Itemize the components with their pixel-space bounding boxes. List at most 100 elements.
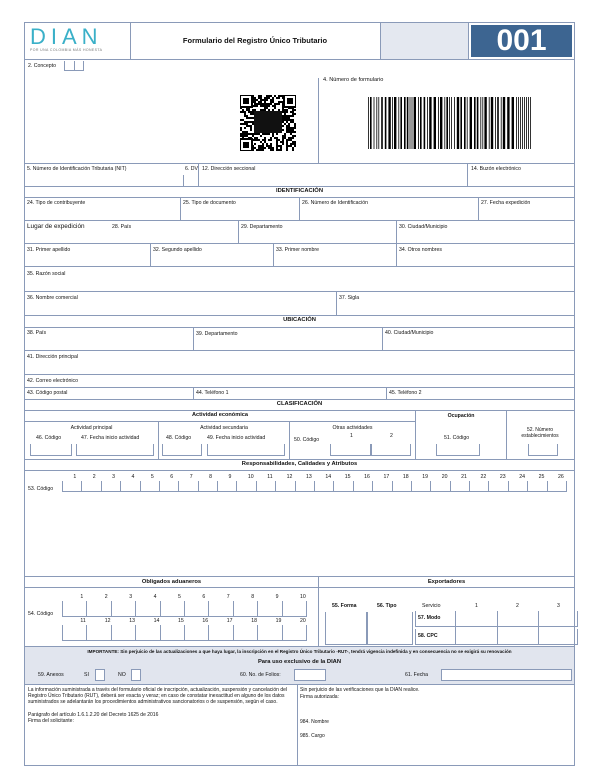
aduanero-code-field[interactable] [62, 625, 88, 641]
resp-code-field[interactable] [120, 481, 141, 492]
resp-code-field[interactable] [352, 481, 374, 492]
fecha-field[interactable] [441, 669, 572, 681]
qr-module [240, 133, 242, 135]
barcode-bar [480, 97, 482, 149]
resp-code-field[interactable] [197, 481, 219, 492]
barcode-bar [438, 97, 439, 149]
qr-module [278, 95, 280, 97]
resp-code-field[interactable] [488, 481, 509, 492]
anexos-no-checkbox[interactable] [131, 669, 141, 681]
qr-module [262, 143, 264, 145]
resp-code-field[interactable] [430, 481, 451, 492]
resp-code-field[interactable] [527, 481, 548, 492]
primer-apellido-label: 31. Primer apellido [27, 247, 71, 253]
aduanero-code-field[interactable] [110, 601, 137, 617]
departamento-label: 39. Departamento [196, 331, 238, 337]
barcode-bar [530, 97, 531, 149]
fecha49-field[interactable] [207, 444, 285, 456]
aduanero-code-field[interactable] [232, 601, 259, 617]
codigo51-label: 51. Código [444, 435, 470, 441]
aduanero-code-field[interactable] [257, 625, 283, 641]
resp-code-field[interactable] [333, 481, 354, 492]
forma-label: 55. Forma [332, 603, 357, 609]
establecimientos-field[interactable] [528, 444, 558, 456]
aduanero-code-field[interactable] [184, 625, 210, 641]
resp-code-field[interactable] [449, 481, 471, 492]
codigo50-2-field[interactable] [371, 444, 411, 456]
aduanero-code-field[interactable] [86, 625, 112, 641]
qr-module [254, 99, 256, 101]
qr-module [250, 121, 252, 123]
resp-code-field[interactable] [391, 481, 412, 492]
resp-code-field[interactable] [62, 481, 83, 492]
resp-code-field[interactable] [255, 481, 277, 492]
aduanero-code-field[interactable] [62, 601, 88, 617]
resp-code-field[interactable] [410, 481, 432, 492]
anexos-si-checkbox[interactable] [95, 669, 105, 681]
aduanero-number: 3 [129, 594, 133, 600]
qr-module [290, 127, 292, 129]
qr-module [266, 103, 268, 105]
resp-code-field[interactable] [217, 481, 238, 492]
folios-field[interactable] [294, 669, 326, 681]
resp-code-field[interactable] [469, 481, 490, 492]
qr-module [270, 137, 272, 139]
resp-code-field[interactable] [546, 481, 567, 492]
forma-field[interactable] [325, 612, 367, 645]
direccion-seccional-label: 12. Dirección seccional [202, 166, 256, 172]
qr-module [264, 133, 266, 135]
codigo50-1-field[interactable] [330, 444, 371, 456]
aduanero-code-field[interactable] [135, 625, 161, 641]
qr-module [256, 99, 258, 101]
fecha47-field[interactable] [76, 444, 154, 456]
qr-module [272, 149, 274, 151]
aduanero-code-field[interactable] [232, 625, 259, 641]
firma-autorizada-label: Firma autorizada: [300, 694, 339, 700]
resp-code-field[interactable] [294, 481, 315, 492]
aduanero-code-field[interactable] [257, 601, 283, 617]
aduanero-code-field[interactable] [281, 601, 307, 617]
qr-module [272, 105, 274, 107]
qr-module [270, 139, 272, 141]
resp-code-field[interactable] [100, 481, 122, 492]
resp-code-field[interactable] [139, 481, 160, 492]
resp-code-field[interactable] [158, 481, 180, 492]
qr-module [258, 139, 260, 141]
aduanero-code-field[interactable] [159, 625, 185, 641]
qr-module [276, 97, 278, 99]
fecha-expedicion-label: 27. Fecha expedición [481, 200, 531, 206]
aduanero-code-field[interactable] [184, 601, 210, 617]
qr-module [290, 119, 292, 121]
aduanero-code-field[interactable] [135, 601, 161, 617]
resp-code-field[interactable] [314, 481, 335, 492]
qr-module [258, 147, 260, 149]
barcode-bar [388, 97, 391, 149]
qr-module [280, 101, 282, 103]
resp-code-field[interactable] [236, 481, 257, 492]
resp-code-field[interactable] [372, 481, 393, 492]
aduanero-number: 18 [251, 618, 257, 624]
resp-code-field[interactable] [275, 481, 296, 492]
resp-code-field[interactable] [81, 481, 102, 492]
qr-code-icon [240, 95, 296, 151]
aduanero-code-field[interactable] [159, 601, 185, 617]
resp-number: 26 [558, 474, 564, 480]
aduanero-code-field[interactable] [208, 601, 234, 617]
tipo-field[interactable] [367, 612, 413, 645]
codigo48-field[interactable] [162, 444, 202, 456]
aduanero-code-field[interactable] [86, 601, 112, 617]
fecha47-label: 47. Fecha inicio actividad [81, 435, 140, 441]
aduanero-code-field[interactable] [208, 625, 234, 641]
barcode-bar [460, 97, 462, 149]
resp-code-field[interactable] [178, 481, 199, 492]
aduanero-number: 8 [251, 594, 255, 600]
qr-module [284, 113, 286, 115]
resp-code-field[interactable] [507, 481, 529, 492]
qr-module [294, 127, 296, 129]
codigo51-field[interactable] [436, 444, 480, 456]
aduanero-code-field[interactable] [281, 625, 307, 641]
codigo46-field[interactable] [30, 444, 72, 456]
aduanero-code-field[interactable] [110, 625, 137, 641]
qr-module [282, 109, 284, 111]
qr-module [286, 125, 288, 127]
